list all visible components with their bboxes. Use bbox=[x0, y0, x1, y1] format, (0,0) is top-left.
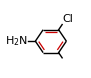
Text: Cl: Cl bbox=[63, 14, 74, 24]
Text: H$_2$N: H$_2$N bbox=[5, 34, 28, 48]
